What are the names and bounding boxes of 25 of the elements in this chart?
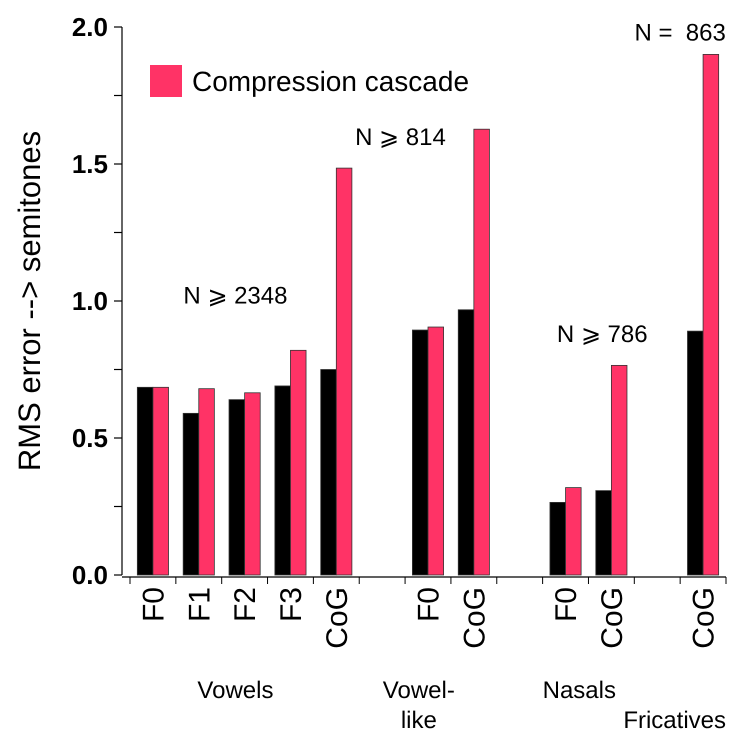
text: Vowels	[197, 677, 274, 704]
x-tick-label: CoG	[320, 587, 354, 649]
x-tick-label: F0	[412, 587, 446, 622]
y-tick-label: 1.0	[72, 286, 108, 316]
text: Nasals	[542, 677, 616, 704]
y-axis-title: RMS error --> semitones	[12, 130, 47, 472]
x-tick-label: CoG	[596, 587, 629, 649]
annotation: N ⩾ 2348	[183, 282, 288, 310]
x-tick-label: F1	[183, 587, 216, 622]
y-tick-label: 0.5	[72, 423, 108, 454]
x-tick-label: F2	[229, 587, 262, 622]
annotation: N ⩾ 786	[556, 321, 648, 348]
x-tick-label: CoG	[688, 587, 721, 649]
x-tick-label: F0	[137, 587, 170, 622]
legend-label: Compression cascade	[192, 66, 470, 97]
x-tick-label: CoG	[458, 587, 492, 649]
text: Fricatives	[623, 707, 726, 734]
y-tick-label: 1.5	[72, 149, 108, 180]
annotation: N ⩾ 814	[355, 124, 446, 151]
x-tick-label: F3	[274, 587, 308, 622]
text: Vowel-like	[382, 677, 455, 734]
x-tick-label: F0	[550, 587, 584, 622]
annotation: N = 863	[634, 20, 726, 47]
y-tick-label: 0.0	[72, 560, 108, 590]
y-tick-label: 2.0	[72, 12, 108, 42]
